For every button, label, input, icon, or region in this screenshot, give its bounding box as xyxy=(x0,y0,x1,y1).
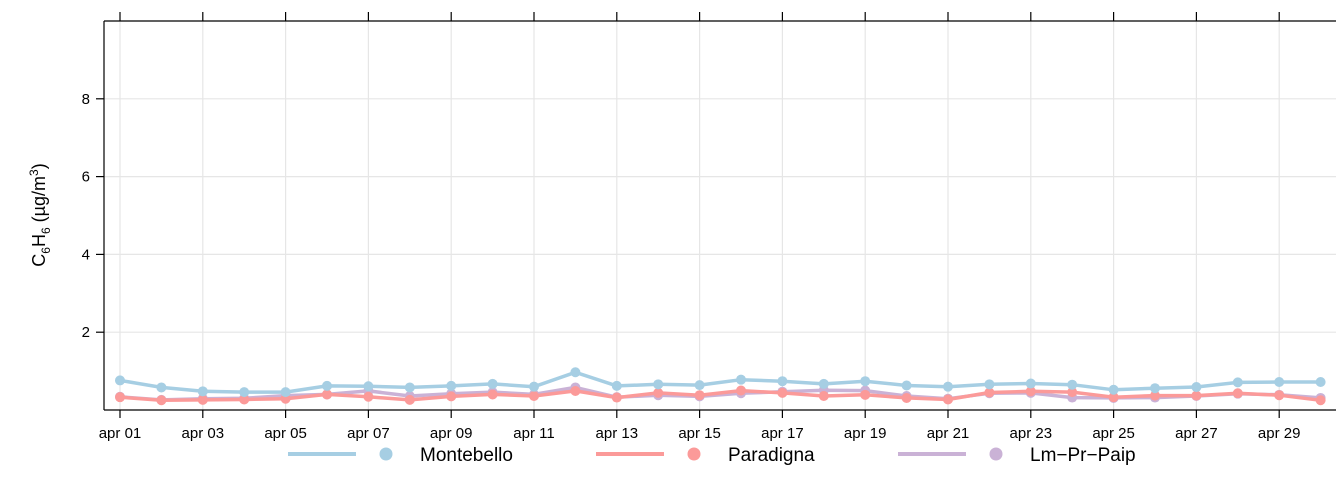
data-point xyxy=(404,394,415,405)
x-tick-label: apr 21 xyxy=(927,425,970,442)
x-tick-label: apr 25 xyxy=(1092,425,1135,442)
data-point xyxy=(363,391,374,402)
data-point xyxy=(115,392,125,403)
data-point xyxy=(1150,383,1160,394)
data-point xyxy=(818,378,829,389)
legend: Montebello Paradigna Lm−Pr−Paip xyxy=(288,445,1136,466)
data-point xyxy=(984,387,995,398)
data-point xyxy=(943,381,953,392)
data-point xyxy=(156,395,167,406)
data-point xyxy=(1150,390,1160,401)
data-point xyxy=(322,380,332,391)
x-tick-label: apr 11 xyxy=(513,425,554,442)
x-tick-label: apr 13 xyxy=(596,425,639,442)
series-line-Paradigna xyxy=(119,388,1321,403)
data-point xyxy=(197,394,208,405)
data-point xyxy=(1315,395,1326,406)
data-point xyxy=(1232,377,1243,388)
data-point xyxy=(1232,388,1243,399)
data-point xyxy=(653,387,664,398)
x-tick-label: apr 27 xyxy=(1175,425,1218,442)
data-point xyxy=(736,374,746,385)
x-tick-label: apr 09 xyxy=(430,425,473,442)
data-point xyxy=(1067,387,1078,398)
legend-marker xyxy=(989,447,1003,461)
data-point xyxy=(611,380,622,391)
data-point xyxy=(1025,386,1036,397)
data-point xyxy=(239,387,250,398)
data-point xyxy=(943,394,953,405)
data-point xyxy=(1067,379,1078,390)
data-point xyxy=(529,381,539,392)
data-point xyxy=(115,375,125,386)
data-point xyxy=(446,391,457,402)
data-point xyxy=(156,382,167,393)
data-point xyxy=(694,390,705,401)
x-tick-label: apr 01 xyxy=(99,425,142,442)
data-point xyxy=(1274,376,1285,387)
data-point xyxy=(570,367,581,378)
data-point xyxy=(901,380,912,391)
data-point xyxy=(404,382,415,393)
data-point xyxy=(653,379,664,390)
legend-label: Lm−Pr−Paip xyxy=(1030,445,1136,466)
data-point xyxy=(487,378,498,389)
legend-label: Paradigna xyxy=(728,445,815,466)
data-point xyxy=(1191,382,1202,393)
grid xyxy=(104,21,1336,410)
y-axis-label: C6H6 (µg/m3) xyxy=(27,163,53,266)
legend-marker xyxy=(379,447,393,461)
x-tick-label: apr 07 xyxy=(347,425,390,442)
x-tick-label: apr 15 xyxy=(678,425,721,442)
data-point xyxy=(860,389,871,400)
data-point xyxy=(570,385,581,396)
data-point xyxy=(1025,378,1036,389)
x-tick-label: apr 23 xyxy=(1010,425,1053,442)
data-point xyxy=(239,394,250,405)
data-point xyxy=(984,379,995,390)
x-tick-label: apr 19 xyxy=(844,425,887,442)
legend-marker xyxy=(687,447,701,461)
data-point xyxy=(1315,376,1326,387)
y-tick-label: 4 xyxy=(82,246,90,263)
data-point xyxy=(1108,384,1119,395)
x-tick-label: apr 05 xyxy=(264,425,307,442)
data-point xyxy=(777,387,788,398)
axes xyxy=(103,20,1336,411)
data-point xyxy=(694,380,705,391)
data-point xyxy=(363,381,374,392)
data-point xyxy=(487,389,498,400)
series-line-Montebello xyxy=(119,370,1321,394)
series-layer xyxy=(115,367,1326,406)
data-point xyxy=(860,376,871,387)
data-point xyxy=(280,387,291,398)
data-point xyxy=(818,390,829,401)
x-ticks: apr 01 apr 03 apr 05 apr 07 apr 09 apr 11 apr … xyxy=(99,12,1301,442)
y-tick-label: 6 xyxy=(82,169,90,186)
x-tick-label: apr 29 xyxy=(1258,425,1301,442)
data-point xyxy=(197,386,208,397)
data-point xyxy=(611,392,622,403)
y-tick-label: 8 xyxy=(82,91,90,108)
y-ticks: 2 4 6 8 xyxy=(82,91,104,341)
data-point xyxy=(736,385,746,396)
data-point xyxy=(529,390,539,401)
data-point xyxy=(1108,392,1119,403)
x-tick-label: apr 17 xyxy=(761,425,804,442)
data-point xyxy=(446,380,457,391)
data-point xyxy=(1274,390,1285,401)
y-tick-label: 2 xyxy=(82,324,90,341)
legend-label: Montebello xyxy=(420,445,513,466)
data-point xyxy=(777,376,788,387)
data-point xyxy=(1191,390,1202,401)
data-point xyxy=(322,389,332,400)
x-tick-label: apr 03 xyxy=(182,425,225,442)
data-point xyxy=(901,392,912,403)
